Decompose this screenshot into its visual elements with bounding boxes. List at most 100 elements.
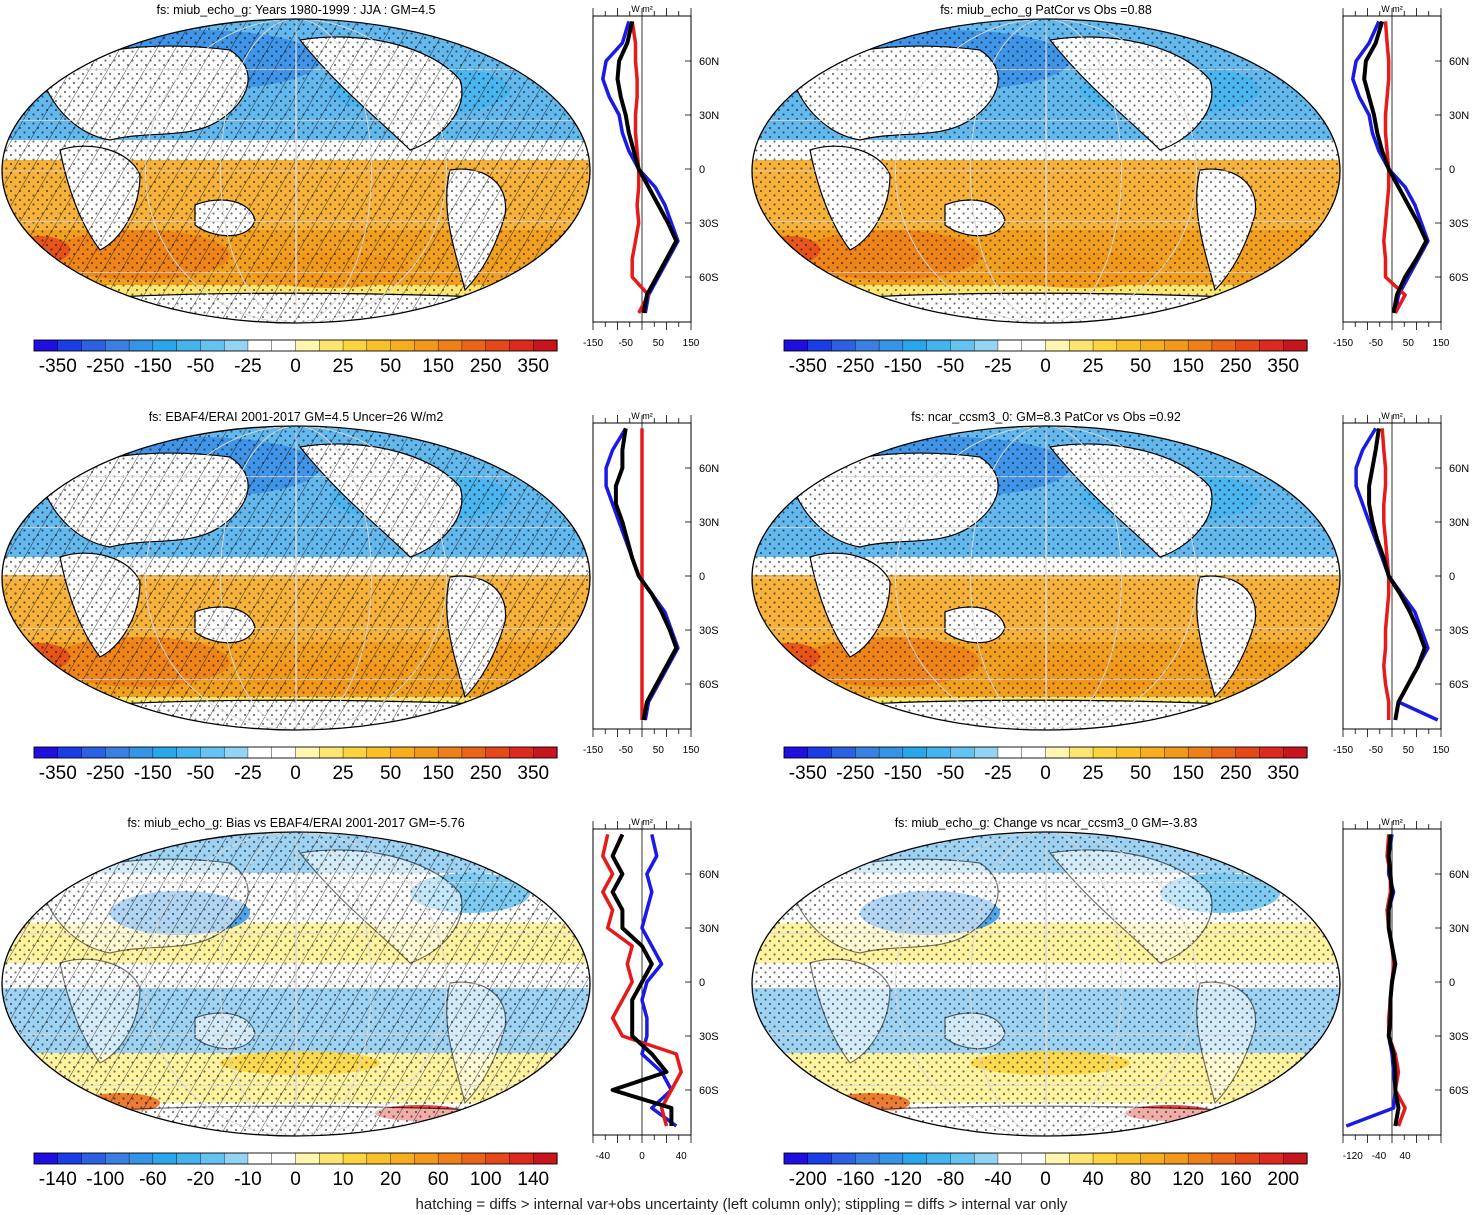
- colorbar-label: 60: [428, 1169, 449, 1190]
- zonal-tick-label: -150: [1333, 338, 1353, 349]
- colorbar-label: -160: [836, 1169, 874, 1190]
- map: [751, 425, 1341, 731]
- panel-6: fs: miub_echo_g: Change vs ncar_ccsm3_0 …: [751, 816, 1469, 1190]
- colorbar-swatch: [1092, 1152, 1118, 1165]
- colorbar-label: -350: [39, 356, 77, 377]
- lat-label: 30S: [1449, 1031, 1469, 1043]
- colorbar-swatch: [152, 339, 178, 352]
- colorbar-swatch: [831, 339, 856, 352]
- colorbar-swatch: [1045, 746, 1070, 759]
- colorbar-swatch: [1092, 339, 1118, 352]
- colorbar: -350 -250 -150 -50 -25 0 25 50 150 250 350: [783, 339, 1308, 377]
- colorbar-label: 0: [290, 763, 301, 784]
- zonal-plot: W m² -150 -50 50 150 60N 30N 0 30S 60S: [583, 411, 719, 756]
- colorbar-label: -40: [984, 1169, 1011, 1190]
- lat-label: 60S: [1449, 1085, 1469, 1097]
- lat-label: 60S: [699, 679, 719, 691]
- colorbar-label: 50: [380, 356, 401, 377]
- colorbar-swatch: [247, 339, 273, 352]
- zonal-tick-label: -50: [618, 338, 633, 349]
- colorbar-swatch: [461, 339, 487, 352]
- colorbar-label: -350: [789, 763, 827, 784]
- lat-label: 30N: [1449, 110, 1469, 122]
- lat-label: 60N: [1449, 463, 1469, 475]
- map: [1, 425, 591, 731]
- map-fill: [2, 832, 590, 1136]
- colorbar-swatch: [81, 339, 106, 352]
- zonal-tick-label: 50: [1403, 745, 1415, 756]
- colorbar-swatch: [390, 746, 415, 759]
- zonal-plot: W m² -150 -50 50 150 60N 30N 0 30S 60S: [583, 4, 719, 349]
- colorbar-label: 20: [380, 1169, 401, 1190]
- colorbar-swatch: [105, 1152, 130, 1165]
- map-fill: [752, 832, 1340, 1136]
- colorbar-swatch: [878, 339, 904, 352]
- colorbar-swatch: [783, 1152, 809, 1165]
- colorbar-label: -120: [884, 1169, 922, 1190]
- colorbar-swatch: [437, 746, 463, 759]
- colorbar-swatch: [1140, 1152, 1165, 1165]
- map-border: [751, 18, 1341, 324]
- colorbar-label: -80: [937, 1169, 964, 1190]
- meridian-line: [145, 426, 447, 730]
- colorbar-swatch: [342, 339, 368, 352]
- meridian-line: [145, 832, 447, 1136]
- colorbar-swatch: [200, 339, 225, 352]
- map-border: [1, 18, 591, 324]
- colorbar-swatch: [807, 1152, 833, 1165]
- colorbar-label: -250: [86, 763, 124, 784]
- colorbar-swatch: [152, 1152, 178, 1165]
- colorbar-swatch: [437, 1152, 463, 1165]
- colorbar-swatch: [319, 1152, 344, 1165]
- colorbar-swatch: [461, 1152, 487, 1165]
- lat-label: 60N: [1449, 56, 1469, 68]
- colorbar-swatch: [1021, 339, 1047, 352]
- lat-label: 30S: [1449, 625, 1469, 637]
- colorbar-swatch: [902, 1152, 928, 1165]
- colorbar: -140 -100 -60 -20 -10 0 10 20 60 100 140: [33, 1152, 558, 1190]
- colorbar-swatch: [81, 746, 106, 759]
- lat-label: 0: [699, 164, 705, 176]
- colorbar-label: -250: [836, 763, 874, 784]
- lat-label: 0: [699, 977, 705, 989]
- colorbar-label: 150: [422, 763, 454, 784]
- colorbar-swatch: [366, 1152, 392, 1165]
- colorbar-label: 0: [1040, 763, 1051, 784]
- map-fill: [2, 19, 590, 323]
- colorbar-frame: [783, 339, 1308, 352]
- panel-title: fs: miub_echo_g: Bias vs EBAF4/ERAI 2001…: [127, 816, 464, 830]
- colorbar-swatch: [1116, 339, 1142, 352]
- colorbar-swatch: [533, 339, 558, 352]
- zonal-tick-label: -40: [596, 1151, 611, 1162]
- map-fill: [752, 19, 1340, 323]
- map-border: [1, 831, 591, 1137]
- colorbar-swatch: [485, 1152, 511, 1165]
- zonal-tick-label: 50: [653, 338, 665, 349]
- colorbar-swatch: [176, 1152, 202, 1165]
- colorbar-swatch: [807, 746, 833, 759]
- zonal-tick-label: 50: [1403, 338, 1415, 349]
- colorbar-swatch: [926, 1152, 952, 1165]
- colorbar-label: 10: [332, 1169, 353, 1190]
- map-fill: [752, 426, 1340, 730]
- panel-5: fs: miub_echo_g: Bias vs EBAF4/ERAI 2001…: [1, 816, 719, 1190]
- lat-label: 60N: [699, 56, 719, 68]
- lat-label: 30N: [1449, 923, 1469, 935]
- panel-3: fs: EBAF4/ERAI 2001-2017 GM=4.5 Uncer=26…: [1, 410, 719, 784]
- colorbar-label: 0: [1040, 1169, 1051, 1190]
- colorbar-swatch: [271, 746, 297, 759]
- colorbar-swatch: [485, 746, 511, 759]
- zonal-series-black: [1367, 428, 1427, 721]
- colorbar-swatch: [342, 746, 368, 759]
- zonal-tick-label: 40: [1400, 1151, 1412, 1162]
- colorbar-label: 150: [422, 356, 454, 377]
- colorbar-swatch: [902, 746, 928, 759]
- colorbar-swatch: [1211, 746, 1237, 759]
- colorbar-swatch: [1140, 746, 1165, 759]
- colorbar-swatch: [414, 746, 439, 759]
- colorbar-swatch: [1259, 339, 1284, 352]
- colorbar-swatch: [437, 339, 463, 352]
- colorbar-label: -100: [86, 1169, 124, 1190]
- colorbar-swatch: [1092, 746, 1118, 759]
- footnote: hatching = diffs > internal var+obs unce…: [415, 1196, 1068, 1213]
